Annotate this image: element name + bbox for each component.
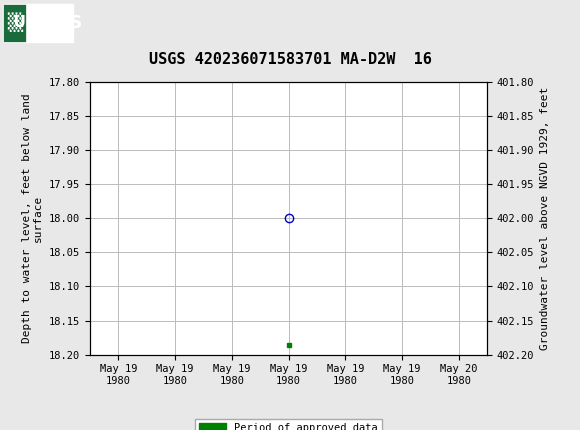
Y-axis label: Depth to water level, feet below land
surface: Depth to water level, feet below land su… xyxy=(22,93,44,343)
FancyBboxPatch shape xyxy=(3,3,26,42)
Y-axis label: Groundwater level above NGVD 1929, feet: Groundwater level above NGVD 1929, feet xyxy=(540,86,550,350)
Legend: Period of approved data: Period of approved data xyxy=(195,418,382,430)
Text: USGS: USGS xyxy=(3,15,60,30)
Text: USGS: USGS xyxy=(28,14,83,31)
Text: USGS 420236071583701 MA-D2W  16: USGS 420236071583701 MA-D2W 16 xyxy=(148,52,432,67)
Text: ▒: ▒ xyxy=(8,13,23,32)
FancyBboxPatch shape xyxy=(3,3,72,42)
